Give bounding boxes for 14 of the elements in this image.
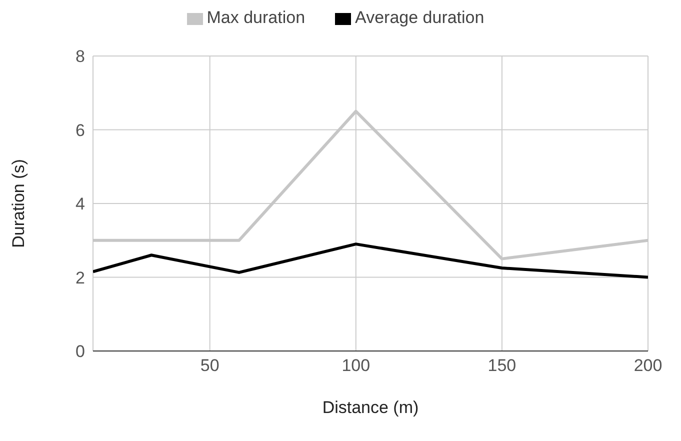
- x-tick-label: 150: [488, 356, 516, 376]
- y-tick-label: 8: [76, 47, 85, 66]
- x-tick-label: 200: [634, 356, 662, 376]
- legend-label: Average duration: [355, 8, 484, 27]
- x-tick-label: 100: [342, 356, 370, 376]
- y-axis-title: Duration (s): [9, 159, 28, 248]
- y-tick-label: 2: [76, 268, 85, 288]
- y-tick-label: 0: [76, 342, 85, 362]
- x-axis-title: Distance (m): [322, 398, 419, 417]
- line-series: [93, 242, 648, 279]
- x-tick-label: 50: [200, 356, 220, 376]
- legend-label: Max duration: [206, 8, 306, 27]
- y-tick-label: 4: [76, 194, 85, 214]
- y-tick-label: 6: [76, 120, 85, 140]
